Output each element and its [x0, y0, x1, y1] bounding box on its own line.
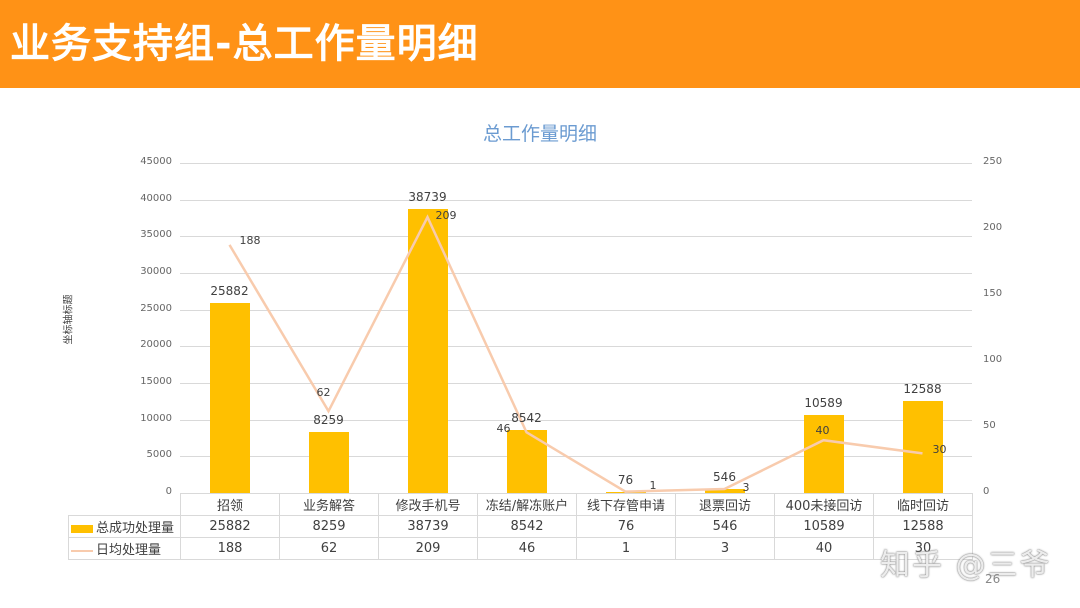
gridline — [180, 456, 972, 458]
left-axis-tick: 25000 — [140, 302, 172, 314]
table-cell-daily: 40 — [774, 537, 874, 560]
line-value-label: 62 — [316, 386, 331, 400]
line-value-label: 1 — [649, 478, 657, 492]
gridline — [180, 273, 972, 274]
line-value-label: 40 — [815, 424, 830, 438]
page-number: 26 — [985, 572, 1001, 586]
right-axis-tick: 50 — [983, 420, 996, 431]
legend-label-daily: 日均处理量 — [96, 543, 162, 558]
bar — [407, 208, 448, 493]
gridline — [180, 236, 972, 238]
left-axis-tick: 5000 — [146, 449, 172, 461]
table-cell-total: 12588 — [873, 515, 973, 538]
table-category-header: 临时回访 — [873, 493, 973, 516]
table-cell-total: 38739 — [378, 515, 478, 538]
table-cell-daily: 3 — [675, 537, 775, 560]
table-category-header: 招领 — [180, 493, 280, 516]
table-corner — [68, 493, 181, 516]
line-legend-key-icon — [71, 549, 93, 552]
data-table: 招领 业务解答 修改手机号 冻结/解冻账户 线下存管申请 退票回访 400未接回访 临时回访 … — [68, 493, 973, 560]
table-cell-daily: 209 — [378, 537, 478, 560]
bar — [902, 400, 943, 493]
bar-value-label: 12588 — [903, 381, 942, 396]
chart-title: 总工作量明细 — [482, 123, 597, 145]
table-category-header: 业务解答 — [279, 493, 379, 516]
gridline — [180, 346, 972, 348]
right-axis-tick: 0 — [983, 486, 990, 497]
table-category-header: 400未接回访 — [774, 493, 874, 516]
line-value-label: 188 — [239, 233, 261, 247]
table-cell-daily: 188 — [180, 537, 280, 560]
right-axis-tick: 250 — [983, 156, 1003, 167]
gridline — [180, 309, 972, 311]
legend-daily: 日均处理量 — [68, 537, 181, 560]
left-axis-tick: 15000 — [140, 376, 172, 387]
line-value-label: 209 — [435, 209, 457, 223]
bar-value-label: 38739 — [408, 189, 447, 204]
bar — [803, 415, 844, 493]
table-cell-total: 10589 — [774, 515, 874, 538]
table-category-header: 退票回访 — [675, 493, 775, 516]
bar — [209, 303, 250, 493]
bar-value-label: 8542 — [511, 411, 542, 426]
watermark: 知乎 @三爷 — [880, 548, 1052, 583]
bar — [704, 488, 745, 493]
line-value-label: 30 — [932, 443, 947, 457]
right-axis-tick: 100 — [983, 354, 1003, 365]
left-axis-tick: 20000 — [140, 339, 172, 351]
table-cell-total: 546 — [675, 515, 775, 538]
left-axis-tick: 10000 — [140, 412, 172, 424]
table-cell-daily: 46 — [477, 537, 577, 560]
bar-value-label: 25882 — [210, 284, 249, 299]
table-cell-total: 8542 — [477, 515, 577, 538]
header-banner: 业务支持组-总工作量明细 — [0, 0, 1080, 88]
left-axis-tick: 0 — [165, 486, 172, 497]
table-cell-daily: 30 — [873, 537, 973, 560]
gridline — [180, 383, 972, 384]
gridline — [180, 199, 972, 201]
bar-legend-key-icon — [71, 524, 93, 533]
bar-value-label: 10589 — [804, 396, 843, 411]
table-cell-total: 8259 — [279, 515, 379, 538]
table-cell-total: 25882 — [180, 515, 280, 538]
table-category-header: 修改手机号 — [378, 493, 478, 516]
table-category-header: 线下存管申请 — [576, 493, 676, 516]
left-axis-tick: 30000 — [140, 266, 172, 277]
gridline — [180, 419, 972, 421]
bar-value-label: 546 — [713, 469, 736, 484]
right-axis-tick: 200 — [983, 222, 1003, 233]
left-axis-tick: 35000 — [140, 229, 172, 241]
line-value-label: 46 — [496, 422, 511, 436]
left-axis-tick: 40000 — [140, 192, 172, 204]
table-cell-daily: 1 — [576, 537, 676, 560]
legend-total: 总成功处理量 — [68, 515, 181, 538]
bar-value-label: 76 — [617, 473, 634, 488]
gridline — [180, 163, 972, 164]
page-title: 业务支持组-总工作量明细 — [10, 21, 479, 67]
left-axis-tick: 45000 — [140, 156, 172, 167]
bar — [308, 432, 349, 493]
right-axis-tick: 150 — [983, 288, 1003, 299]
table-cell-total: 76 — [576, 515, 676, 538]
table-cell-daily: 62 — [279, 537, 379, 560]
line-value-label: 3 — [742, 481, 750, 495]
table-category-header: 冻结/解冻账户 — [477, 493, 577, 516]
legend-label-total: 总成功处理量 — [96, 521, 175, 536]
bar-value-label: 8259 — [313, 413, 344, 428]
